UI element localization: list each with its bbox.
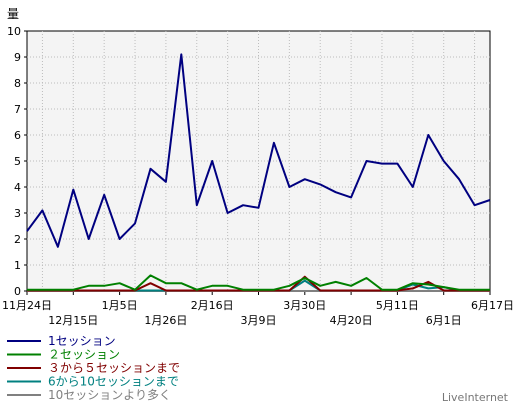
x-tick-label: 6月17日 [471,299,514,312]
series-line [27,274,490,291]
x-axis-ticks: 11月24日 1月5日 2月16日 3月30日 5月11日 6月17日 12月15日 1月26… [2,291,514,327]
x-tick-label: 4月20日 [330,314,373,327]
y-axis-ticks: 0 1 2 3 4 5 6 7 8 9 10 [7,25,27,298]
y-tick-label: 9 [14,51,21,64]
y-axis-label: 量 [7,7,19,21]
y-tick-label: 10 [7,25,21,38]
y-tick-label: 3 [14,207,21,220]
legend-label: ２セッション [48,348,120,362]
brand-label: LiveInternet [442,391,509,404]
legend-label: 6から10セッションまで [48,375,179,389]
y-tick-label: 6 [14,129,21,142]
y-tick-label: 8 [14,77,21,90]
x-tick-label: 1月26日 [144,314,187,327]
y-tick-label: 7 [14,103,21,116]
x-tick-label: 11月24日 [2,299,52,312]
x-tick-label: 3月30日 [283,299,326,312]
x-tick-label: 12月15日 [48,314,98,327]
legend-label: 10セッションより多く [48,388,171,402]
x-tick-label: 5月11日 [376,299,419,312]
legend-label: 1セッション [48,334,116,348]
x-tick-label: 1月5日 [102,299,138,312]
x-tick-label: 3月9日 [241,314,277,327]
y-tick-label: 1 [14,259,21,272]
y-tick-label: 2 [14,233,21,246]
legend-label: ３から５セッションまで [48,361,180,375]
legend: 1セッション２セッション３から５セッションまで6から10セッションまで10セッシ… [7,334,180,402]
series-line [26,53,491,248]
x-tick-label: 2月16日 [191,299,234,312]
x-tick-label: 6月1日 [426,314,462,327]
series-lines [26,53,491,292]
grid-lines [27,31,490,291]
y-tick-label: 5 [14,155,21,168]
y-tick-label: 0 [14,285,21,298]
y-tick-label: 4 [14,181,21,194]
